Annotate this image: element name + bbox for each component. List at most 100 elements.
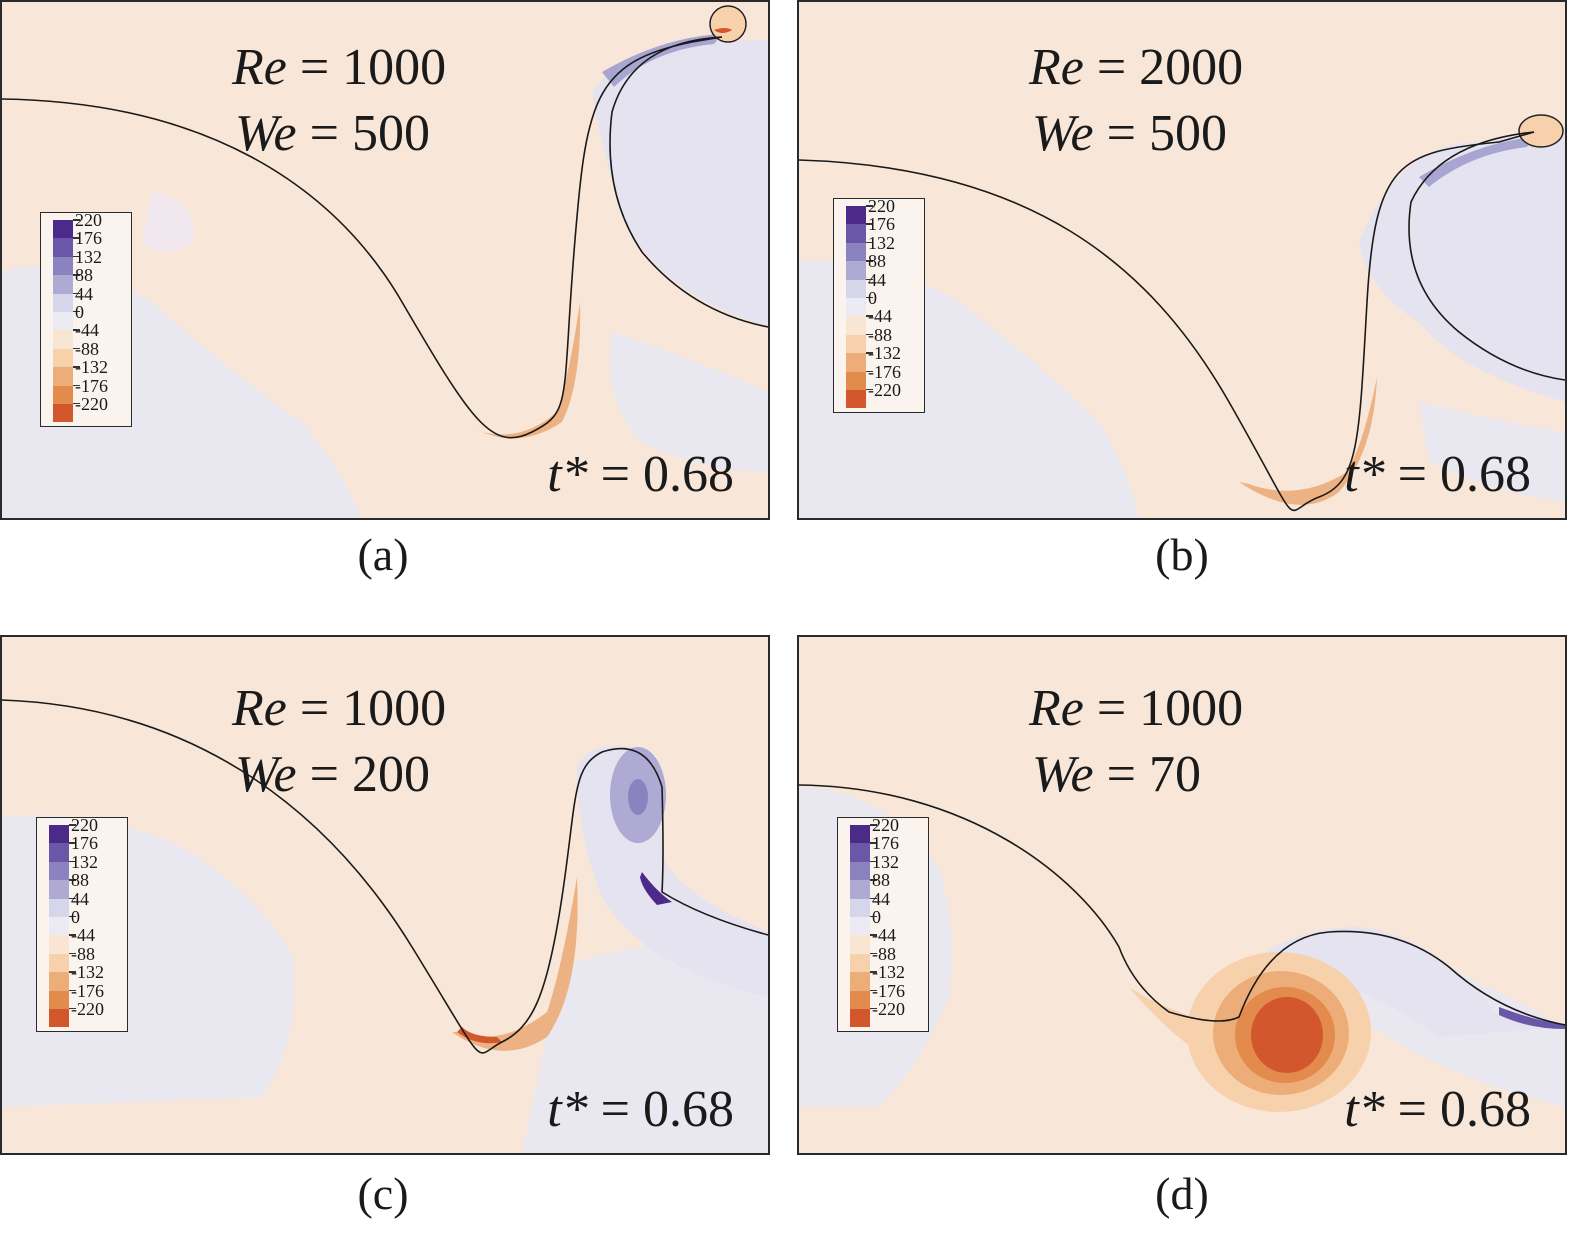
interface-line	[2, 36, 723, 439]
legend-swatch	[846, 316, 866, 335]
negative-vorticity-strip	[1419, 137, 1534, 187]
legend-level-label: -44	[71, 925, 95, 946]
legend-swatch	[846, 206, 866, 225]
legend-level-label: -220	[75, 393, 108, 414]
legend-swatch	[850, 898, 870, 917]
legend-level-label: 220	[71, 815, 98, 835]
legend-tick	[69, 952, 76, 955]
legend-entry: -44	[846, 307, 924, 335]
droplet-core	[714, 28, 732, 33]
legend-swatch	[49, 916, 69, 936]
legend-entry: 88	[53, 266, 131, 294]
legend-level-label: 176	[868, 214, 895, 235]
legend-swatch	[49, 825, 69, 844]
legend-entry: 132	[850, 853, 928, 881]
caption-c: (c)	[357, 1168, 409, 1219]
legend-level-label: 0	[872, 906, 881, 927]
legend-level-label: -88	[75, 338, 99, 359]
legend-entry: 0	[850, 908, 928, 936]
legend-entry: -176	[846, 363, 924, 390]
legend-level-label: 44	[71, 888, 89, 909]
legend-level-label: -88	[872, 943, 896, 964]
legend-tick	[69, 971, 76, 973]
legend-level-label: -176	[868, 361, 901, 382]
legend-tick	[870, 842, 877, 844]
legend-tick	[73, 402, 80, 405]
legend-level-label: 88	[75, 265, 93, 286]
legend-level-label: 220	[868, 196, 895, 216]
legend-swatch	[846, 224, 866, 243]
legend-tick	[866, 370, 873, 373]
legend-level-label: 44	[872, 888, 890, 909]
legend-level-label: 44	[75, 283, 93, 304]
legend-tick	[69, 934, 76, 936]
legend-entry: 44	[846, 271, 924, 298]
legend-swatch	[850, 972, 870, 991]
legend-swatch	[49, 953, 69, 973]
legend-swatch	[850, 1008, 870, 1028]
legend-entry: 220	[850, 816, 928, 844]
legend-tick	[870, 860, 877, 863]
colorbar-legend: 220 176 132 88 44 0 -44 -88 -132 -176 -220	[837, 816, 929, 1033]
legend-swatch	[846, 353, 866, 372]
legend-tick	[866, 388, 873, 391]
colorbar-legend: 220 176 132 88 44 0 -44 -88 -132 -176 -220	[40, 210, 132, 428]
legend-tick	[73, 347, 80, 350]
legend-entry: 176	[53, 229, 131, 257]
legend-tick	[870, 897, 877, 900]
legend-entry: -176	[49, 982, 127, 1009]
negative-vorticity-strip	[1499, 1007, 1565, 1029]
legend-swatch	[53, 311, 73, 331]
reynolds-label: Re = 1000	[232, 39, 447, 96]
legend-tick	[870, 934, 877, 936]
legend-tick	[870, 915, 877, 918]
legend-level-label: -220	[872, 998, 905, 1019]
interface-line	[1408, 131, 1565, 381]
legend-tick	[866, 278, 873, 281]
legend-entry: 88	[846, 252, 924, 280]
legend-swatch	[49, 1008, 69, 1028]
vortex-core	[628, 779, 648, 815]
time-label: t* = 0.68	[1344, 446, 1531, 503]
legend-level-label: 88	[868, 251, 886, 272]
reynolds-label: Re = 1000	[1029, 680, 1244, 737]
legend-level-label: -132	[872, 962, 905, 983]
panel-b: Re = 2000 We = 500 t* = 0.68 220 176 132 88…	[797, 0, 1567, 520]
legend-level-label: 132	[75, 246, 102, 267]
wave-underside-region	[1359, 127, 1565, 402]
droplet	[709, 5, 747, 43]
legend-tick	[870, 1007, 877, 1010]
legend-swatch	[850, 861, 870, 881]
legend-swatch	[49, 935, 69, 954]
legend-entry: 44	[53, 285, 131, 312]
legend-tick	[866, 333, 873, 336]
legend-swatch	[53, 367, 73, 386]
negative-vorticity-strip	[602, 34, 722, 87]
wave-underside-region	[592, 40, 768, 327]
legend-swatch	[53, 275, 73, 294]
legend-entry: -132	[53, 358, 131, 386]
reynolds-label: Re = 2000	[1029, 39, 1244, 96]
legend-entry: 132	[53, 248, 131, 276]
legend-tick	[73, 292, 80, 295]
legend-entry: 88	[49, 871, 127, 899]
legend-entry: 176	[49, 834, 127, 862]
legend-level-label: 176	[75, 228, 102, 249]
legend-tick	[866, 296, 873, 299]
interface-line	[799, 784, 1565, 1026]
weber-label: We = 500	[235, 105, 430, 162]
legend-level-label: 220	[75, 210, 102, 230]
time-label: t* = 0.68	[1344, 1081, 1531, 1138]
legend-level-label: 132	[71, 851, 98, 872]
legend-swatch	[53, 348, 73, 368]
legend-tick	[69, 879, 76, 881]
legend-level-label: 132	[872, 851, 899, 872]
legend-entry: -220	[49, 1000, 127, 1028]
legend-entry: 0	[49, 908, 127, 936]
legend-entry: -44	[49, 926, 127, 954]
legend-entry: -176	[850, 982, 928, 1009]
caption-d: (d)	[1155, 1168, 1209, 1219]
legend-entry: 220	[846, 197, 924, 225]
legend-swatch	[846, 242, 866, 262]
legend-level-label: 0	[868, 287, 877, 308]
